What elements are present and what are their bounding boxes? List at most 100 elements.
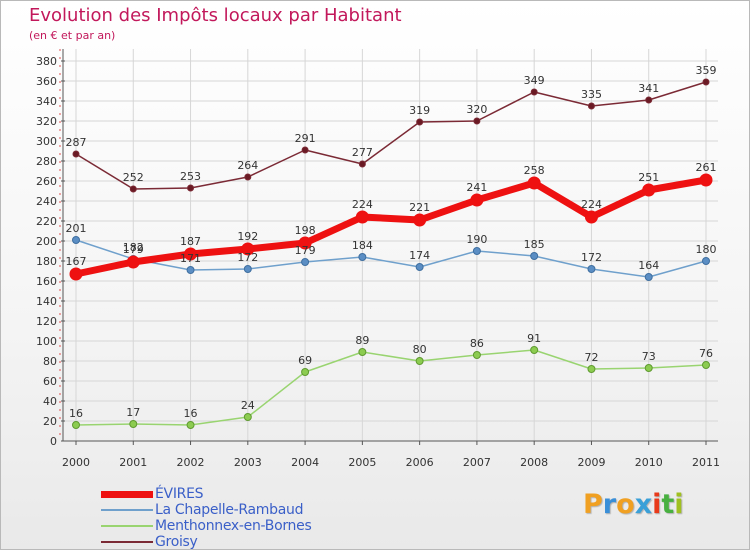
point-menthonnex-en-bornes	[186, 421, 195, 429]
data-label-evires: 179	[123, 243, 144, 256]
point-groisy	[244, 173, 252, 181]
y-tick-label: 240	[36, 195, 57, 208]
x-tick-label: 2007	[463, 456, 491, 469]
data-label-groisy: 320	[466, 103, 487, 116]
y-tick-label: 60	[43, 375, 57, 388]
y-tick-label: 0	[50, 435, 57, 448]
data-labels: 287 252 253 264 291 277 319 320 349 335 341 359 16 17…	[66, 64, 717, 420]
legend-label-groisy: Groisy	[155, 534, 198, 550]
legend: ÉVIRES La Chapelle-Rambaud Menthonnex-en…	[101, 486, 361, 550]
logo-letter: r	[602, 489, 617, 520]
data-label-menthonnex-en-bornes: 72	[584, 351, 598, 364]
data-label-menthonnex-en-bornes: 86	[470, 337, 484, 350]
y-tick-label: 40	[43, 395, 57, 408]
y-tick-label: 160	[36, 275, 57, 288]
data-label-groisy: 291	[295, 132, 316, 145]
data-label-menthonnex-en-bornes: 69	[298, 354, 312, 367]
point-menthonnex-en-bornes	[587, 365, 596, 373]
point-evires	[527, 176, 541, 190]
data-label-evires: 167	[66, 255, 87, 268]
data-label-menthonnex-en-bornes: 80	[413, 343, 427, 356]
y-tick-label: 300	[36, 135, 57, 148]
point-menthonnex-en-bornes	[415, 357, 424, 365]
series-line-menthonnex-en-bornes	[75, 349, 707, 426]
data-label-groisy: 264	[237, 159, 258, 172]
data-label-menthonnex-en-bornes: 24	[241, 399, 255, 412]
y-tick-label: 80	[43, 355, 57, 368]
data-label-menthonnex-en-bornes: 16	[184, 407, 198, 420]
x-tick-label: 2011	[692, 456, 720, 469]
data-label-menthonnex-en-bornes: 73	[642, 350, 656, 363]
logo-letter: i	[652, 489, 662, 520]
data-label-menthonnex-en-bornes: 91	[527, 332, 541, 345]
y-tick-label: 120	[36, 315, 57, 328]
series-line-groisy	[75, 81, 707, 190]
point-la-chapelle-rambaud	[587, 265, 596, 273]
data-label-groisy: 277	[352, 146, 373, 159]
data-label-evires: 221	[409, 201, 430, 214]
point-la-chapelle-rambaud	[530, 252, 539, 260]
point-evires	[241, 242, 255, 256]
data-label-la-chapelle-rambaud: 179	[295, 244, 316, 257]
logo-letter: x	[634, 489, 653, 520]
point-la-chapelle-rambaud	[72, 236, 80, 244]
point-evires	[126, 255, 140, 269]
legend-swatch-groisy	[101, 541, 153, 543]
point-la-chapelle-rambaud	[644, 273, 653, 281]
proxiti-logo: Proxiti	[583, 489, 684, 520]
point-menthonnex-en-bornes	[129, 420, 138, 428]
data-label-menthonnex-en-bornes: 76	[699, 347, 713, 360]
data-label-evires: 241	[466, 181, 487, 194]
point-la-chapelle-rambaud	[415, 263, 424, 271]
point-groisy	[358, 160, 366, 168]
x-tick-label: 2008	[520, 456, 548, 469]
point-groisy	[72, 150, 80, 158]
y-tick-label: 380	[36, 55, 57, 68]
point-menthonnex-en-bornes	[472, 351, 481, 359]
logo-letter: i	[674, 489, 684, 520]
data-label-evires: 198	[295, 224, 316, 237]
x-tick-label: 2009	[577, 456, 605, 469]
chart-subtitle: (en € et par an)	[29, 29, 116, 42]
y-tick-label: 180	[36, 255, 57, 268]
data-label-evires: 224	[581, 198, 602, 211]
y-tick-label: 220	[36, 215, 57, 228]
y-tick-label: 140	[36, 295, 57, 308]
point-la-chapelle-rambaud	[358, 253, 367, 261]
point-evires	[584, 210, 598, 224]
x-tick-label: 2010	[635, 456, 663, 469]
data-label-evires: 258	[524, 164, 545, 177]
point-la-chapelle-rambaud	[702, 257, 710, 265]
data-label-groisy: 341	[638, 82, 659, 95]
point-evires	[69, 267, 83, 281]
legend-label-la-chapelle-rambaud: La Chapelle-Rambaud	[155, 502, 304, 518]
data-label-groisy: 253	[180, 170, 201, 183]
point-la-chapelle-rambaud	[243, 265, 252, 273]
x-tick-label: 2006	[406, 456, 434, 469]
data-label-la-chapelle-rambaud: 182	[123, 241, 144, 254]
data-label-evires: 224	[352, 198, 373, 211]
data-label-evires: 192	[237, 230, 258, 243]
point-groisy	[702, 78, 710, 86]
y-tick-label: 260	[36, 175, 57, 188]
x-tick-label: 2000	[62, 456, 90, 469]
y-tick-label: 340	[36, 95, 57, 108]
data-label-la-chapelle-rambaud: 201	[66, 222, 87, 235]
point-menthonnex-en-bornes	[243, 413, 252, 421]
series-group	[69, 78, 713, 429]
data-label-menthonnex-en-bornes: 17	[126, 406, 140, 419]
point-menthonnex-en-bornes	[702, 361, 710, 369]
point-groisy	[301, 146, 309, 154]
legend-item-evires: ÉVIRES	[101, 486, 361, 502]
data-label-groisy: 359	[696, 64, 717, 77]
point-la-chapelle-rambaud	[186, 266, 195, 274]
legend-swatch-la-chapelle-rambaud	[101, 509, 153, 511]
data-label-la-chapelle-rambaud: 180	[696, 243, 717, 256]
point-la-chapelle-rambaud	[301, 258, 310, 266]
point-groisy	[473, 117, 481, 125]
chart-title: Evolution des Impôts locaux par Habitant	[29, 5, 402, 26]
data-label-groisy: 252	[123, 171, 144, 184]
logo-letter: o	[616, 489, 635, 520]
